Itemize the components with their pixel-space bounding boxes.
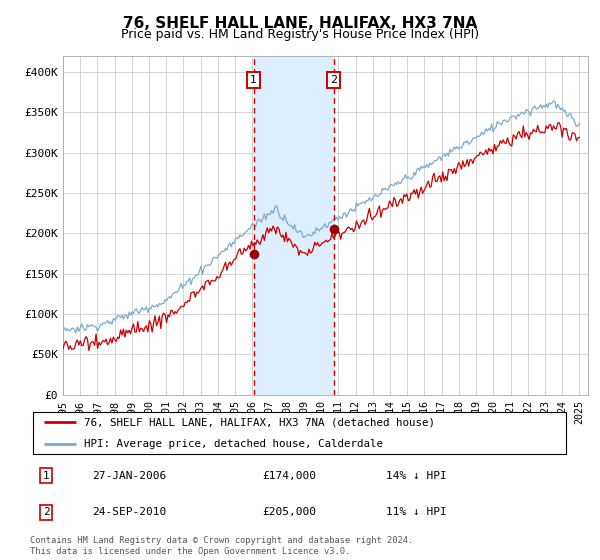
Text: Contains HM Land Registry data © Crown copyright and database right 2024.
This d: Contains HM Land Registry data © Crown c…	[30, 536, 413, 556]
Text: 1: 1	[43, 471, 50, 481]
Bar	[254, 56, 334, 395]
Text: 2: 2	[330, 75, 337, 85]
FancyBboxPatch shape	[33, 412, 566, 454]
Text: 1: 1	[250, 75, 257, 85]
Text: HPI: Average price, detached house, Calderdale: HPI: Average price, detached house, Cald…	[84, 439, 383, 449]
Text: £174,000: £174,000	[262, 471, 316, 481]
Text: 11% ↓ HPI: 11% ↓ HPI	[386, 507, 447, 517]
Text: Price paid vs. HM Land Registry's House Price Index (HPI): Price paid vs. HM Land Registry's House …	[121, 28, 479, 41]
Text: 2: 2	[43, 507, 50, 517]
Text: 76, SHELF HALL LANE, HALIFAX, HX3 7NA (detached house): 76, SHELF HALL LANE, HALIFAX, HX3 7NA (d…	[84, 417, 435, 427]
Text: 76, SHELF HALL LANE, HALIFAX, HX3 7NA: 76, SHELF HALL LANE, HALIFAX, HX3 7NA	[123, 16, 477, 31]
Text: £205,000: £205,000	[262, 507, 316, 517]
Text: 27-JAN-2006: 27-JAN-2006	[92, 471, 166, 481]
Text: 24-SEP-2010: 24-SEP-2010	[92, 507, 166, 517]
Text: 14% ↓ HPI: 14% ↓ HPI	[386, 471, 447, 481]
